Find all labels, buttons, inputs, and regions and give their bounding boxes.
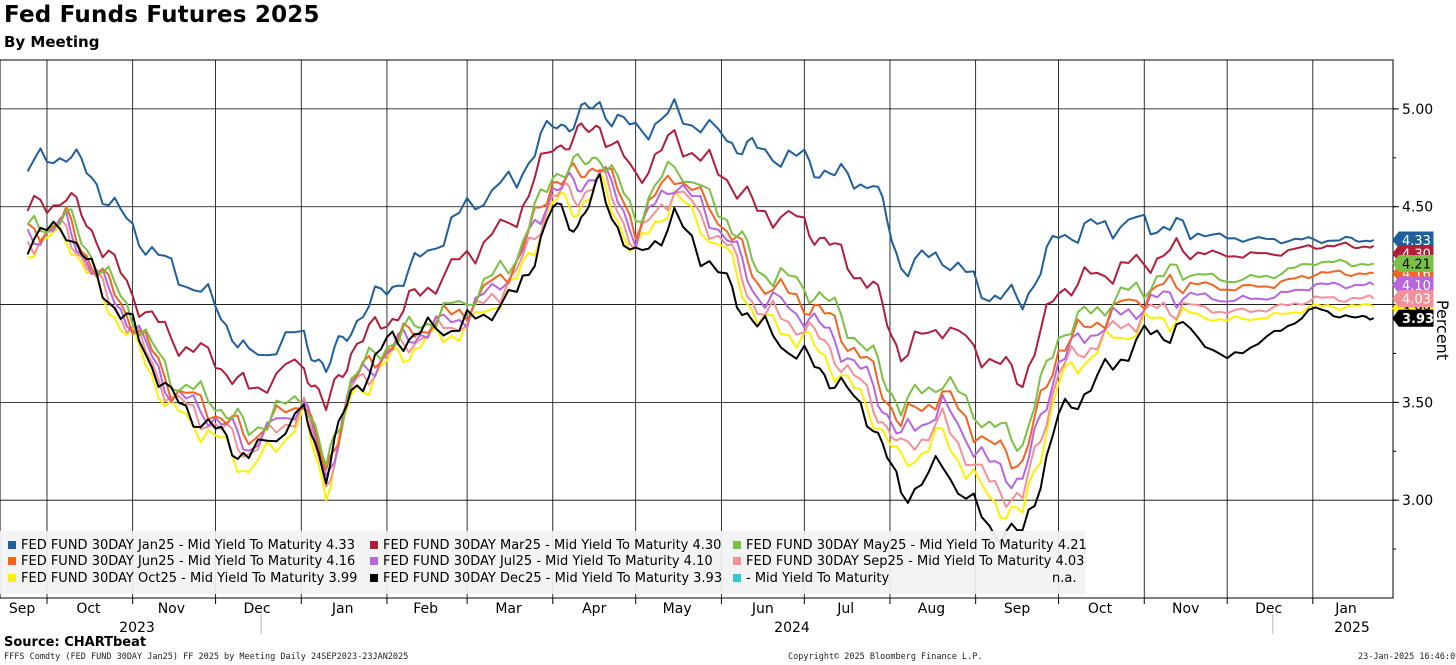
x-month-label: May bbox=[663, 601, 692, 617]
x-month-label: Dec bbox=[243, 601, 270, 617]
legend-entry: - Mid Yield To Maturity bbox=[746, 571, 890, 586]
series-line bbox=[26, 153, 1374, 467]
last-value-tag-box bbox=[1392, 309, 1434, 327]
series-line bbox=[26, 98, 1375, 373]
legend-swatch bbox=[733, 574, 741, 582]
y-tick-label: 5.00 bbox=[1402, 102, 1433, 118]
series-group bbox=[26, 98, 1375, 545]
last-value-tag: 3.93 bbox=[1392, 309, 1434, 327]
y-axis-label: Percent bbox=[1433, 300, 1452, 360]
x-year-label: 2025 bbox=[1334, 620, 1370, 636]
legend-entry: FED FUND 30DAY Jun25 - Mid Yield To Matu… bbox=[21, 554, 355, 569]
legend-swatch bbox=[370, 574, 378, 582]
last-value-tag: 4.21 bbox=[1392, 254, 1434, 272]
legend-swatch bbox=[733, 541, 741, 549]
y-tick-label: 3.50 bbox=[1402, 395, 1433, 411]
x-month-label: Nov bbox=[158, 601, 185, 617]
legend-entry: FED FUND 30DAY Sep25 - Mid Yield To Matu… bbox=[746, 554, 1084, 569]
x-month-label: Jan bbox=[1334, 601, 1357, 617]
x-year-label: 2023 bbox=[119, 620, 155, 636]
x-month-label: Jun bbox=[751, 601, 774, 617]
legend-background bbox=[0, 531, 1086, 594]
x-month-label: Jul bbox=[836, 601, 854, 617]
x-month-label: Dec bbox=[1255, 601, 1282, 617]
series-line bbox=[26, 173, 1375, 545]
legend-swatch bbox=[8, 541, 16, 549]
series-line bbox=[26, 162, 1374, 471]
plot-frame bbox=[0, 59, 1394, 599]
x-year-label: 2024 bbox=[774, 620, 810, 636]
x-month-label: Sep bbox=[9, 601, 36, 617]
x-month-label: Apr bbox=[582, 601, 606, 617]
x-month-label: Jan bbox=[331, 601, 354, 617]
legend-entry: FED FUND 30DAY Mar25 - Mid Yield To Matu… bbox=[383, 538, 721, 553]
last-value-tag-box bbox=[1392, 254, 1434, 272]
footer-copyright: Copyright© 2025 Bloomberg Finance L.P. bbox=[788, 652, 983, 662]
x-month-label: Mar bbox=[495, 601, 522, 617]
last-value-tag-text: 4.03 bbox=[1402, 293, 1431, 308]
chart-title: Fed Funds Futures 2025 bbox=[4, 2, 320, 28]
x-month-label: Aug bbox=[918, 601, 945, 617]
y-tick-label: 4.50 bbox=[1402, 200, 1433, 216]
legend-entry: FED FUND 30DAY Oct25 - Mid Yield To Matu… bbox=[21, 571, 357, 586]
legend-swatch bbox=[8, 557, 16, 565]
footer-timestamp: 23-Jan-2025 16:46:09 bbox=[1358, 652, 1456, 662]
series-line bbox=[27, 168, 1375, 520]
legend-swatch bbox=[370, 557, 378, 565]
x-month-label: Oct bbox=[1088, 601, 1113, 617]
legend-swatch bbox=[733, 557, 741, 565]
last-value-tag: 4.03 bbox=[1392, 290, 1434, 308]
series-line bbox=[26, 122, 1375, 411]
legend-entry: FED FUND 30DAY May25 - Mid Yield To Matu… bbox=[746, 538, 1087, 553]
footer-ticker: FFFS Comdty (FED FUND 30DAY Jan25) FF 20… bbox=[4, 652, 409, 662]
legend-entry: FED FUND 30DAY Jul25 - Mid Yield To Matu… bbox=[383, 554, 713, 569]
legend-value-na: n.a. bbox=[1052, 571, 1076, 586]
x-month-label: Sep bbox=[1004, 601, 1031, 617]
x-month-label: Feb bbox=[413, 601, 438, 617]
legend-entry: FED FUND 30DAY Jan25 - Mid Yield To Matu… bbox=[21, 538, 355, 553]
x-month-label: Nov bbox=[1172, 601, 1199, 617]
source-note: Source: CHARTbeat bbox=[4, 635, 147, 650]
last-value-tag-text: 3.93 bbox=[1402, 312, 1434, 327]
legend-swatch bbox=[8, 574, 16, 582]
last-value-tag-text: 4.21 bbox=[1402, 257, 1431, 272]
x-month-label: Oct bbox=[76, 601, 101, 617]
legend-swatch bbox=[370, 541, 378, 549]
chart-subtitle: By Meeting bbox=[4, 33, 100, 51]
series-line bbox=[26, 165, 1375, 490]
legend-entry: FED FUND 30DAY Dec25 - Mid Yield To Matu… bbox=[383, 571, 722, 586]
legend: FED FUND 30DAY Jan25 - Mid Yield To Matu… bbox=[0, 531, 1087, 594]
last-value-tag-box bbox=[1392, 290, 1434, 308]
y-tick-label: 3.00 bbox=[1402, 493, 1433, 509]
